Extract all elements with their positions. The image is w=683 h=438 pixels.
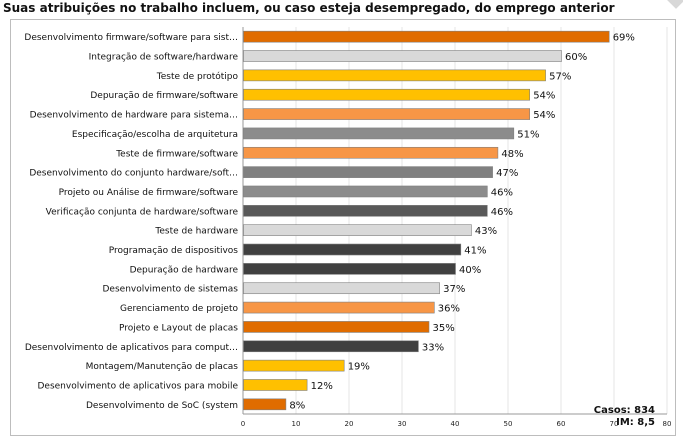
category-label: Gerenciamento de projeto [120, 304, 239, 314]
bar [243, 205, 488, 217]
x-tick-label: 30 [398, 420, 407, 428]
value-label: 47% [496, 168, 518, 179]
bar [243, 282, 440, 295]
bar [243, 127, 515, 140]
x-tick-label: 20 [345, 420, 354, 428]
category-label: Desenvolvimento de aplicativos para mobi… [37, 381, 238, 391]
category-label: Teste de protótipo [156, 71, 239, 82]
category-label: Desenvolvimento de sistemas [103, 285, 239, 295]
bar [243, 69, 546, 82]
value-label: 36% [438, 304, 460, 315]
category-label: Desenvolvimento de aplicativos para comp… [25, 343, 238, 353]
value-label: 19% [348, 362, 370, 373]
category-label: Desenvolvimento do conjunto hardware/sof… [29, 169, 238, 179]
category-label: Depuração de firmware/software [90, 91, 238, 101]
value-label: 37% [443, 284, 465, 295]
value-label: 51% [517, 129, 539, 140]
value-label: 8% [289, 400, 305, 411]
x-tick-label: 80 [663, 420, 672, 428]
stats-box: Casos: 834 IM: 8,5 [594, 405, 655, 429]
value-label: 43% [475, 226, 497, 237]
category-label: Desenvolvimento de SoC (system [86, 401, 238, 411]
bar [243, 185, 488, 198]
value-label: 46% [491, 207, 513, 218]
cases-count: Casos: 834 [593, 405, 655, 416]
value-label: 54% [533, 110, 555, 121]
category-label: Programação de dispositivos [109, 246, 239, 256]
value-label: 33% [422, 342, 444, 353]
chart-frame: 0 10 20 30 40 50 60 70 80 Desenvolvimento firmwar… [10, 19, 676, 436]
category-label: Integração de software/hardware [89, 53, 239, 63]
category-label: Desenvolvimento de hardware para sistema… [30, 111, 238, 121]
x-tick-label: 70 [610, 420, 619, 428]
value-label: 12% [311, 381, 333, 392]
category-label: Verificação conjunta de hardware/softwar… [46, 207, 239, 217]
page-title: Suas atribuições no trabalho incluem, ou… [3, 1, 615, 15]
bar [243, 359, 345, 372]
bar [243, 50, 562, 62]
bar [243, 379, 308, 391]
bar-chart: 0 10 20 30 40 50 60 70 80 Desenvolvimento firmwar… [24, 27, 672, 428]
bar [243, 108, 531, 120]
bar [243, 88, 531, 101]
x-tick-label: 10 [292, 420, 301, 428]
category-label: Desenvolvimento firmware/software para s… [24, 33, 238, 43]
value-label: 35% [433, 323, 455, 334]
x-tick-label: 0 [241, 420, 245, 428]
category-label: Depuração de hardware [130, 265, 239, 275]
bar [243, 146, 499, 159]
category-label: Teste de firmware/software [115, 149, 238, 159]
x-tick-label: 60 [557, 420, 566, 428]
value-label: 46% [491, 187, 513, 198]
x-tick-label: 50 [504, 420, 513, 428]
bar [243, 321, 430, 333]
category-label: Montagem/Manutenção de placas [86, 362, 239, 372]
bar [243, 398, 287, 411]
value-label: 54% [533, 91, 555, 102]
category-label: Projeto ou Análise de firmware/software [59, 188, 239, 198]
bar [243, 224, 472, 236]
value-label: 60% [565, 52, 587, 63]
bar [243, 340, 419, 353]
value-label: 40% [459, 265, 481, 276]
x-tick-label: 40 [451, 420, 460, 428]
bar [243, 301, 435, 314]
corner-decoration [666, 0, 683, 9]
im-value: IM: 8,5 [616, 417, 655, 428]
bar [243, 30, 610, 43]
bar [243, 166, 493, 178]
category-label: Especificação/escolha de arquitetura [72, 130, 238, 140]
value-label: 57% [549, 71, 571, 82]
category-label: Projeto e Layout de placas [119, 323, 238, 333]
bar [243, 263, 456, 275]
value-label: 69% [613, 33, 635, 44]
value-label: 48% [501, 149, 523, 160]
value-label: 41% [464, 246, 486, 257]
bar [243, 243, 462, 256]
category-label: Teste de hardware [154, 227, 238, 237]
